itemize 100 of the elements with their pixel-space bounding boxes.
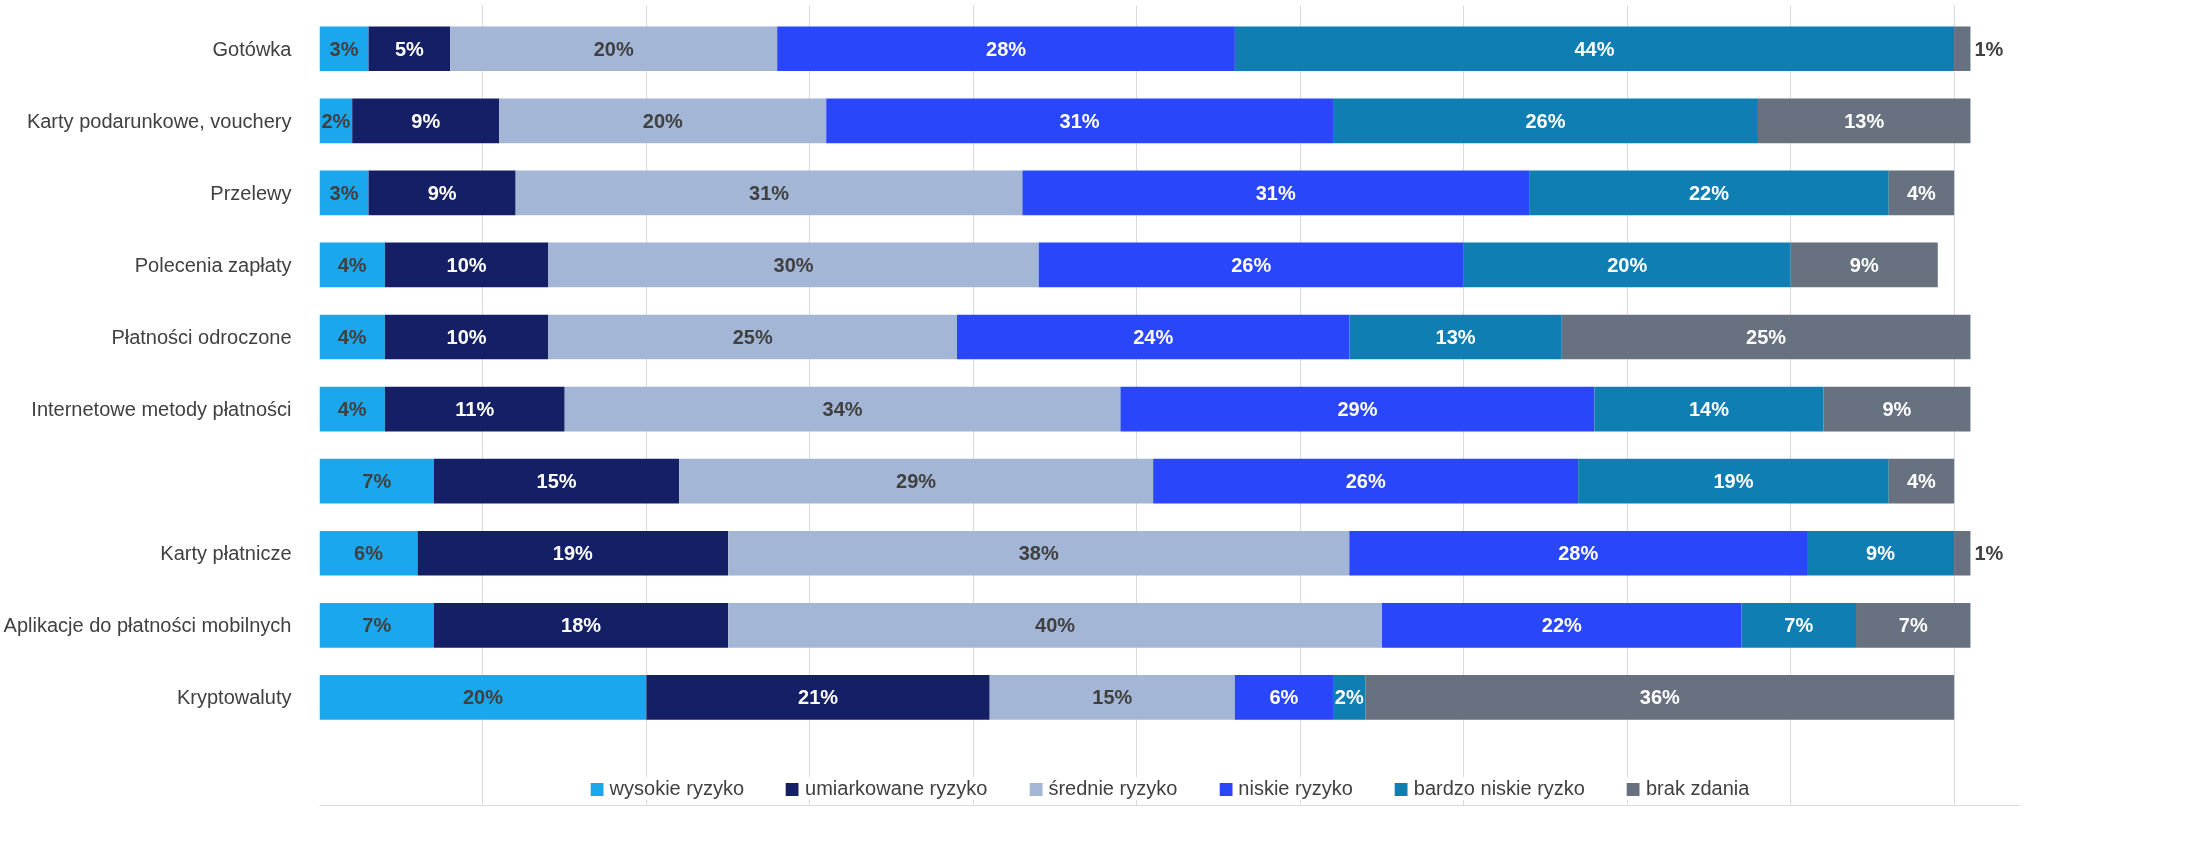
data-label: 6% [1269,686,1299,709]
data-label: 9% [1882,398,1912,421]
bar [1954,26,1971,72]
data-label: 9% [427,181,457,204]
data-label: 1% [1974,37,2004,60]
data-label: 19% [552,542,594,565]
legend-label: niskie ryzyko [1238,777,1353,800]
bar [989,675,1235,720]
data-label: 9% [1849,253,1879,276]
legend-label: brak zdania [1645,777,1750,800]
bar [1757,98,1971,144]
bar [1823,386,1971,432]
data-label: 3% [329,37,359,60]
bar [1578,458,1889,504]
bar [1332,98,1758,144]
data-label: 20% [642,109,683,132]
data-label: 25% [732,326,773,349]
bar [368,170,516,216]
data-label: 31% [1255,181,1296,204]
data-label: 3% [329,181,359,204]
bar [319,386,385,432]
bar [1561,314,1971,360]
data-label: 14% [1688,398,1730,421]
bar [1594,386,1824,432]
data-label: 34% [822,398,863,421]
data-label: 11% [455,398,495,421]
y-tick-label: Aplikacje do płatności mobilnych [3,614,292,637]
data-label: 4% [1906,470,1937,493]
bar [1120,386,1595,432]
data-label: 19% [1713,470,1754,493]
data-label: 10% [446,253,487,276]
bar [368,26,451,72]
bar [777,26,1235,72]
bar [515,170,1023,216]
data-label: 7% [1784,614,1814,637]
data-label: 31% [1059,109,1100,132]
data-label: 25% [1746,326,1787,349]
legend-label: wysokie ryzyko [609,777,745,800]
data-label: 4% [1906,181,1937,204]
bar [728,602,1382,648]
data-label: 22% [1541,614,1583,637]
bar [319,242,385,288]
data-label: 4% [337,326,367,349]
data-label: 26% [1345,470,1386,493]
bar [1954,530,1971,576]
bar [1856,602,1971,648]
data-label: 21% [798,686,839,709]
bar [564,386,1121,432]
data-label: 9% [411,109,441,132]
bar [417,530,729,576]
y-tick-label: Kryptowaluty [177,686,292,709]
data-label: 13% [1435,326,1476,349]
y-tick-label: Płatności odroczone [111,326,292,349]
bar [1888,458,1955,504]
data-label: 26% [1231,253,1272,276]
data-label: 30% [773,253,814,276]
bar [1349,530,1807,576]
bar [728,530,1350,576]
bar [384,386,565,432]
data-label: 40% [1035,614,1076,637]
y-tick-label: Gotówka [212,37,293,60]
bar [548,314,957,360]
data-label: 7% [1898,614,1928,637]
bar [450,26,778,72]
data-label: 31% [749,181,790,204]
data-label: 24% [1133,326,1174,349]
data-label: 4% [337,253,367,276]
data-label: 26% [1525,109,1566,132]
bar [646,675,990,720]
bar [1022,170,1530,216]
bar [433,602,729,648]
bar [319,675,647,720]
bar [1038,242,1464,288]
bar [1529,170,1889,216]
bar [957,314,1350,360]
data-label: 28% [1558,542,1599,565]
bar [1365,675,1955,720]
bar [352,98,500,144]
data-label: 1% [1974,542,2004,565]
data-label: 20% [593,37,634,60]
bar [679,458,1154,504]
data-label: 20% [1607,253,1648,276]
legend-label: średnie ryzyko [1048,777,1178,800]
data-label: 13% [1844,109,1885,132]
bar [384,242,549,288]
bar [319,530,418,576]
data-label: 20% [462,686,504,709]
data-label: 29% [1337,398,1378,421]
data-label: 29% [896,470,937,493]
bar [1807,530,1955,576]
data-label: 7% [362,470,392,493]
legend-label: bardzo niskie ryzko [1413,777,1585,800]
data-label: 10% [446,326,487,349]
bar [548,242,1039,288]
bar [1349,314,1562,360]
data-label: 28% [986,37,1027,60]
bar [319,458,434,504]
data-label: 5% [394,37,425,60]
y-tick-label: Karty podarunkowe, vouchery [26,109,292,132]
bar [826,98,1333,144]
